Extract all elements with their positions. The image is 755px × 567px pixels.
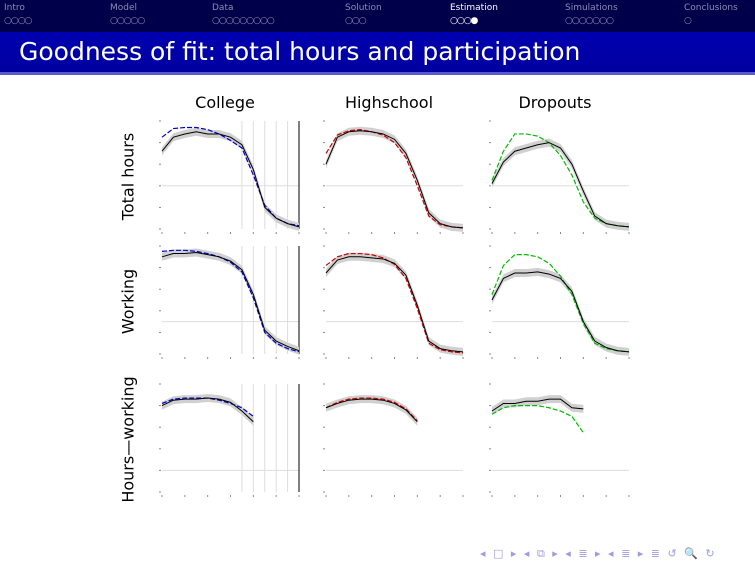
confidence-band [326,395,418,426]
nav-section-simulations[interactable]: Simulations [565,3,618,13]
confidence-band [162,127,299,231]
data-line [325,256,464,353]
nav-subsection-dots[interactable]: ○○○○○○○ [565,16,614,26]
model-line [491,254,630,353]
column-title: Dropouts [518,93,592,112]
panel-hours-working-dropouts [489,383,630,497]
nav-subsection-dots[interactable]: ○○○○○ [110,16,145,26]
section-navigation: Intro ○○○○ Model ○○○○○ Data ○○○○○○○○○ Solution… [0,0,755,32]
data-line [325,398,418,423]
confidence-band [326,252,463,356]
panel-total-hours-college [159,120,300,234]
nav-section-estimation[interactable]: Estimation [450,3,498,13]
model-line [161,126,300,227]
slide-title: Goodness of fit: total hours and partici… [19,37,581,66]
beamer-navigation-controls[interactable]: ◂ □ ▸ ◂ ⧉ ▸ ◂ ≣ ▸ ◂ ≣ ▸ ≣ ↺ 🔍 ↻ [480,547,717,560]
nav-subsection-dots[interactable]: ○○○ [345,16,367,26]
panel-total-hours-dropouts [489,120,630,234]
column-title: College [195,93,255,112]
row-label: Hours—working [118,376,138,503]
nav-subsection-dots[interactable]: ○ [684,16,692,26]
column-title: Highschool [344,93,434,112]
data-line [491,271,630,353]
panel-working-college [159,245,300,359]
model-line [325,129,464,229]
title-bar: Goodness of fit: total hours and partici… [0,32,755,75]
nav-section-data[interactable]: Data [212,3,234,13]
data-line [325,130,464,229]
confidence-band [492,267,629,356]
data-line [161,251,300,352]
row-label: Working [118,268,138,335]
confidence-band [326,126,463,232]
confidence-band [162,248,299,355]
panel-working-highschool [323,245,464,359]
panel-hours-working-highschool [323,383,464,497]
confidence-band [492,138,629,231]
panel-hours-working-college [159,383,300,497]
row-label: Total hours [118,132,138,221]
model-line [161,249,300,353]
nav-subsection-dots[interactable]: ○○○○○○○○○ [212,16,275,26]
nav-section-model[interactable]: Model [110,3,138,13]
data-line [491,142,630,228]
panel-working-dropouts [489,245,630,359]
nav-subsection-dots[interactable]: ○○○● [450,16,478,26]
data-line [491,398,584,412]
data-line [161,397,254,423]
model-line [491,405,584,433]
nav-section-conclusions[interactable]: Conclusions [684,3,738,13]
model-line [325,252,464,354]
nav-section-intro[interactable]: Intro [4,3,25,13]
nav-subsection-dots[interactable]: ○○○○ [4,16,32,26]
model-line [325,397,418,422]
confidence-band [492,395,584,415]
data-line [161,131,300,228]
panel-total-hours-highschool [323,120,464,234]
nav-section-solution[interactable]: Solution [345,3,382,13]
